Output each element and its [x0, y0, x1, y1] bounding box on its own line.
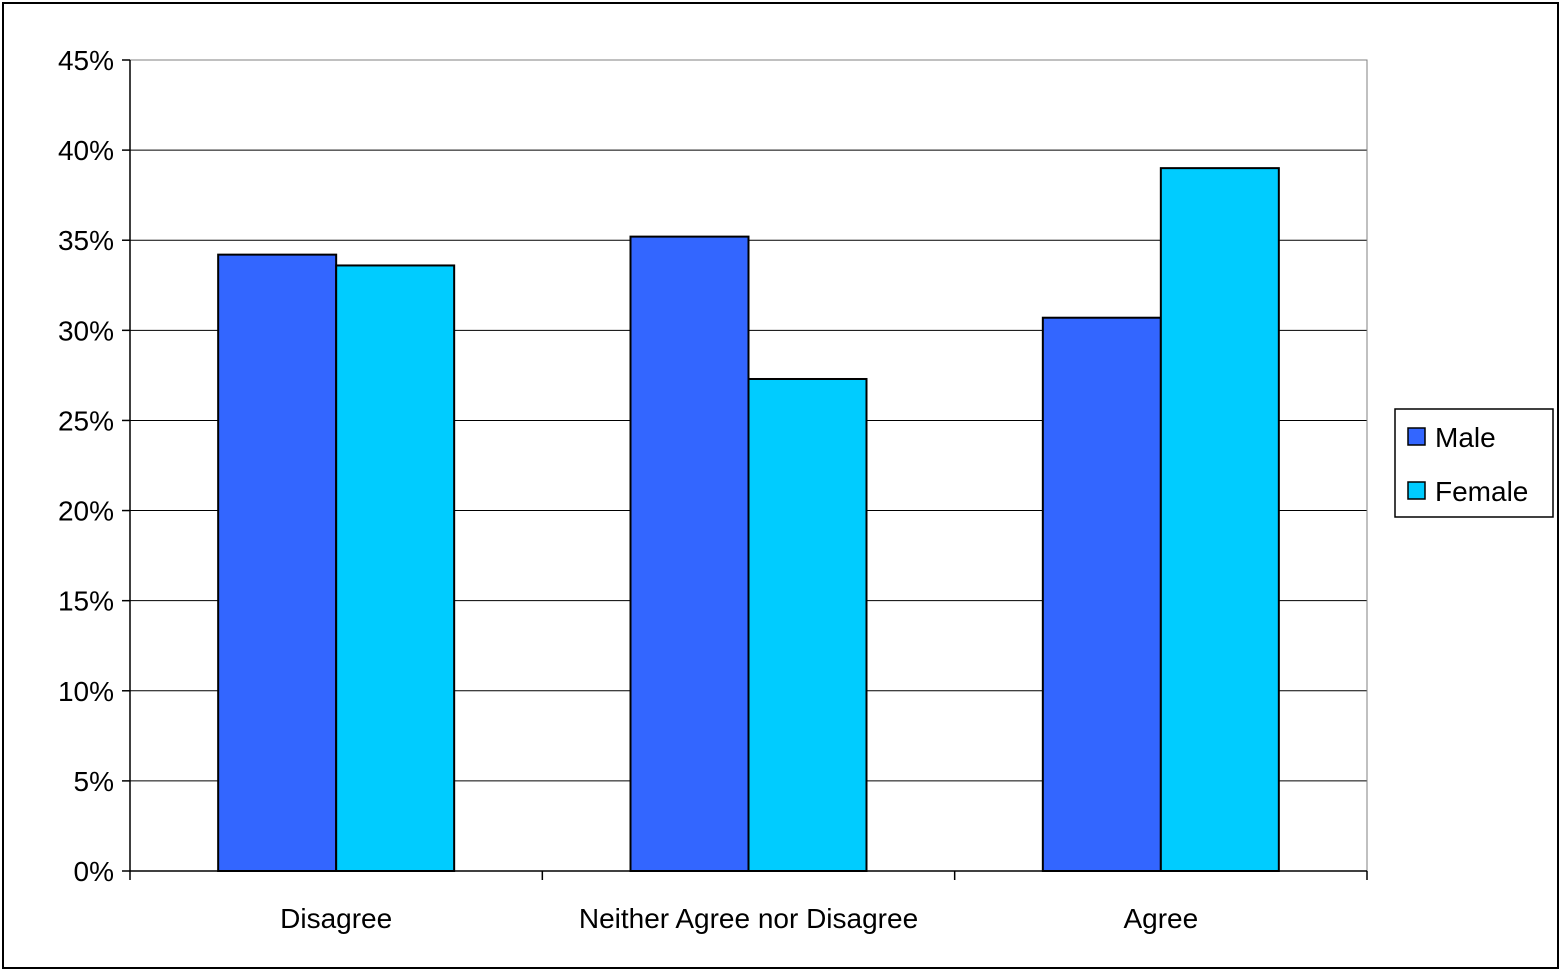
y-tick-label: 5%: [74, 766, 114, 797]
x-tick-label: Neither Agree nor Disagree: [579, 903, 918, 934]
bar-female-1: [335, 264, 456, 873]
bar-female-2: [747, 377, 868, 872]
y-tick-label: 10%: [58, 676, 114, 707]
legend: Male Female: [1394, 408, 1554, 518]
y-tick-label: 25%: [58, 405, 114, 436]
bar-male-1: [217, 253, 338, 872]
y-tick-labels: 0% 5% 10% 15% 20% 25% 30% 35% 40% 45%: [58, 45, 114, 887]
y-tick-label: 30%: [58, 315, 114, 346]
bar-male-2: [629, 235, 750, 872]
y-tick-label: 15%: [58, 586, 114, 617]
y-tick-label: 20%: [58, 496, 114, 527]
y-tick-label: 0%: [74, 856, 114, 887]
x-tick-label: Agree: [1123, 903, 1198, 934]
bars: [217, 167, 1280, 873]
legend-label-male: Male: [1435, 422, 1496, 453]
x-tick-label: Disagree: [280, 903, 392, 934]
x-tick-labels: Disagree Neither Agree nor Disagree Agree: [280, 903, 1198, 934]
axes: [122, 59, 1368, 880]
y-tick-label: 45%: [58, 45, 114, 76]
bar-male-3: [1041, 316, 1162, 872]
y-tick-label: 35%: [58, 225, 114, 256]
legend-swatch-female: [1407, 481, 1426, 500]
bar-female-3: [1159, 167, 1280, 872]
y-tick-label: 40%: [58, 135, 114, 166]
legend-swatch-male: [1407, 427, 1426, 446]
legend-label-female: Female: [1435, 476, 1528, 507]
